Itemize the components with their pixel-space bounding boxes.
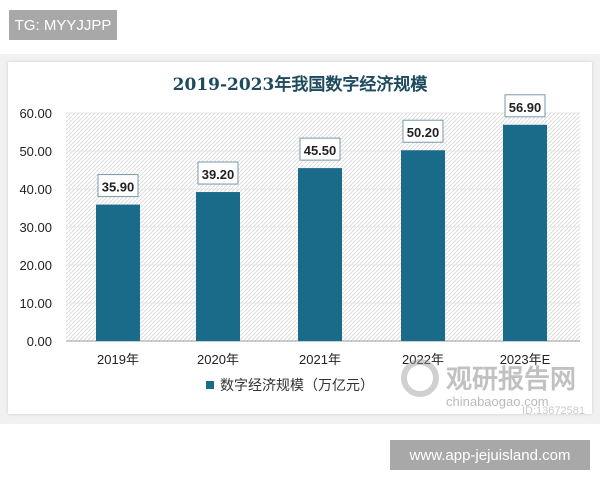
logo-sub: chinabaogao.com — [446, 394, 549, 409]
value-label-box — [197, 161, 239, 185]
bar — [96, 204, 140, 341]
y-tick-label: 10.00 — [19, 296, 52, 311]
logo-icon — [401, 359, 439, 397]
logo-id: ID:13672581 — [522, 405, 585, 417]
bar — [196, 192, 240, 341]
y-tick-label: 40.00 — [19, 182, 52, 197]
value-label-box — [299, 137, 341, 161]
y-tick-label: 20.00 — [19, 258, 52, 273]
x-tick-label: 2022年 — [402, 352, 444, 367]
logo-watermark: 观研报告网 chinabaogao.com ID:13672581 — [401, 359, 585, 417]
legend: 数字经济规模（万亿元） — [206, 377, 374, 393]
logo-name: 观研报告网 — [446, 364, 576, 394]
bar — [298, 168, 342, 341]
y-tick-label: 0.00 — [27, 334, 52, 349]
legend-swatch — [206, 381, 214, 389]
y-tick-label: 50.00 — [19, 144, 52, 159]
x-tick-label: 2021年 — [299, 352, 341, 367]
value-label-box — [402, 119, 444, 143]
value-label-box — [504, 94, 546, 118]
x-tick-label: 2020年 — [197, 352, 239, 367]
value-label: 56.90 — [509, 100, 542, 115]
value-label-box — [97, 174, 139, 198]
value-label: 45.50 — [304, 143, 337, 158]
legend-label: 数字经济规模（万亿元） — [220, 377, 374, 393]
y-tick-label: 60.00 — [19, 106, 52, 121]
x-tick-label: 2023年E — [500, 352, 551, 367]
y-tick-label: 30.00 — [19, 220, 52, 235]
value-label: 50.20 — [407, 125, 440, 140]
value-label: 39.20 — [202, 167, 235, 182]
bar — [503, 124, 547, 341]
chart-title: 2019-2023年我国数字经济规模 — [173, 74, 429, 95]
bar — [401, 150, 445, 341]
watermark-bottom: www.app-jejuisland.com — [390, 440, 590, 470]
watermark-top: TG: MYYJJPP — [9, 10, 117, 40]
value-label: 35.90 — [102, 180, 135, 195]
x-tick-label: 2019年 — [97, 352, 139, 367]
